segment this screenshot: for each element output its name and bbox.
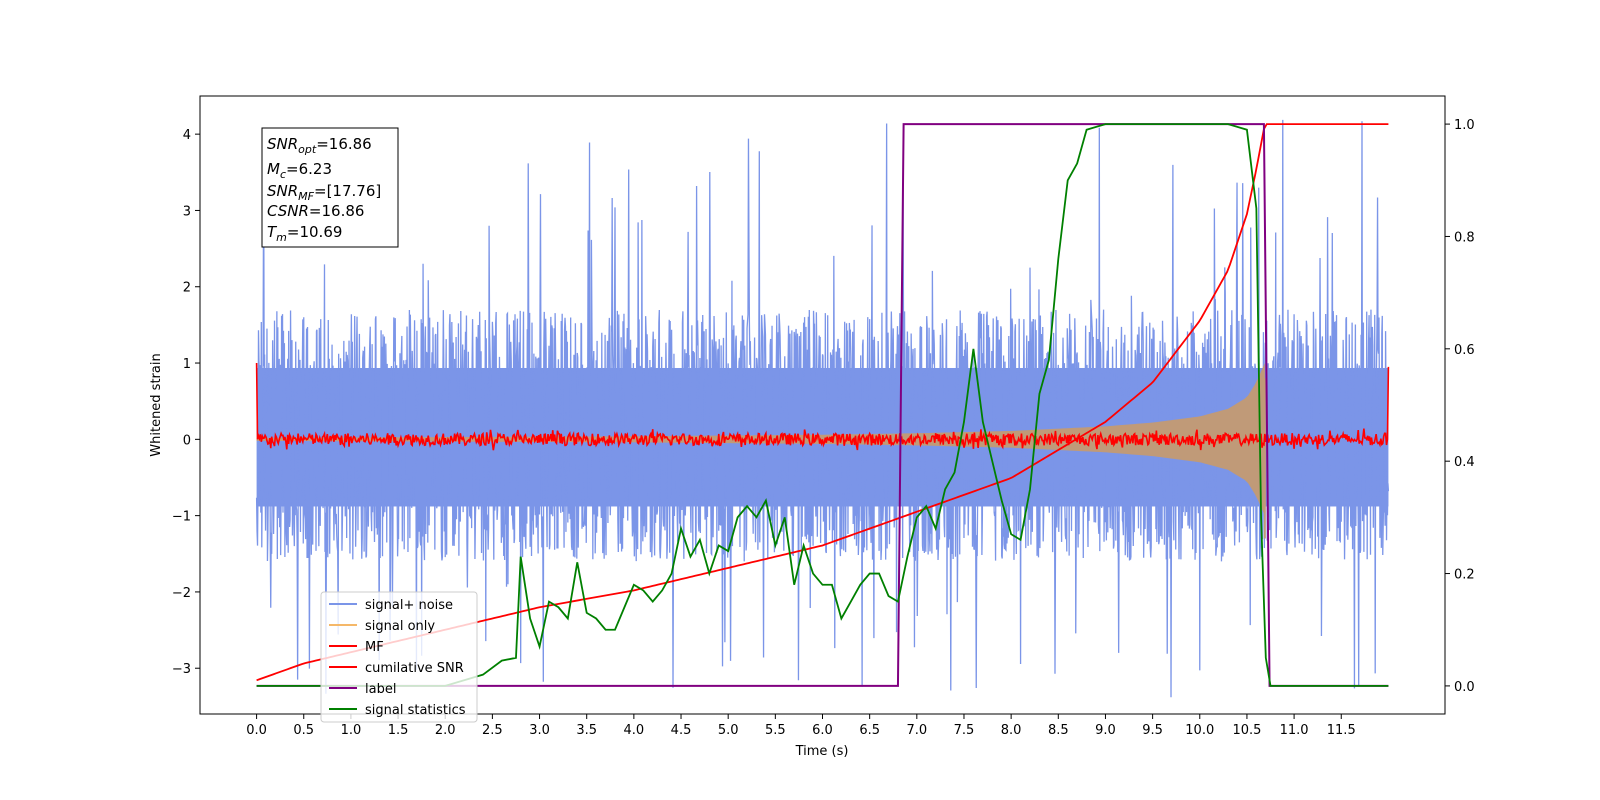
plot-area: [255, 119, 1390, 698]
y-axis-label: Whitened strain: [149, 353, 164, 456]
x-tick-label: 5.0: [718, 723, 739, 738]
x-tick-label: 8.5: [1048, 723, 1069, 738]
y-left-tick-label: −1: [172, 510, 191, 525]
y-right-tick-label: 1.0: [1454, 118, 1475, 133]
x-tick-label: 4.0: [624, 723, 645, 738]
signal-noise-line: [255, 119, 1390, 698]
x-tick-label: 2.5: [482, 723, 503, 738]
legend-label-signal-noise: signal+ noise: [365, 598, 453, 613]
y-left-tick-label: 1: [183, 357, 191, 372]
x-tick-label: 11.0: [1280, 723, 1309, 738]
signal-only-envelope: [256, 363, 1265, 516]
x-tick-label: 11.5: [1327, 723, 1356, 738]
info-box: SNRopt=16.86 Mc=6.23 SNRMF=[17.76] CSNR=…: [261, 127, 399, 248]
legend: signal+ noise signal only MF cumilative …: [320, 591, 478, 723]
info-tm: Tm=10.69: [267, 223, 342, 244]
series-mf: [255, 363, 1390, 451]
x-tick-label: 7.5: [954, 723, 975, 738]
legend-item-signal-statistics: signal statistics: [329, 703, 466, 718]
x-tick-label: 0.5: [293, 723, 314, 738]
y-right-tick-label: 0.0: [1454, 680, 1475, 695]
y-left-tick-label: 2: [183, 281, 191, 296]
x-tick-label: 2.0: [435, 723, 456, 738]
series-signal-statistics: [256, 123, 1389, 687]
y-left-tick-label: 0: [183, 433, 191, 448]
info-mc: Mc=6.23: [267, 160, 332, 181]
legend-label-label: label: [365, 682, 396, 697]
legend-item-signal-only: signal only: [329, 619, 435, 634]
x-tick-label: 9.0: [1095, 723, 1116, 738]
signal-statistics-line: [256, 123, 1389, 687]
info-snr-mf: SNRMF=[17.76]: [267, 182, 381, 203]
info-snr-opt: SNRopt=16.86: [267, 135, 372, 156]
x-tick-label: 10.0: [1185, 723, 1214, 738]
x-tick-label: 0.0: [246, 723, 267, 738]
x-tick-label: 3.5: [576, 723, 597, 738]
info-csnr: CSNR=16.86: [267, 202, 364, 220]
x-tick-label: 6.0: [812, 723, 833, 738]
legend-item-cumulative-snr: cumilative SNR: [329, 661, 464, 676]
x-tick-label: 1.5: [388, 723, 409, 738]
legend-item-label: label: [329, 682, 396, 697]
legend-label-signal-statistics: signal statistics: [365, 703, 466, 718]
x-tick-label: 6.5: [859, 723, 880, 738]
y-right-tick-label: 0.4: [1454, 455, 1475, 470]
mf-line: [255, 363, 1390, 451]
y-right-axis-ticks: 0.0 0.2 0.4 0.6 0.8 1.0: [1445, 118, 1475, 695]
x-tick-label: 9.5: [1142, 723, 1163, 738]
y-right-tick-label: 0.8: [1454, 230, 1475, 245]
legend-label-cumulative-snr: cumilative SNR: [365, 661, 464, 676]
y-left-tick-label: 3: [183, 204, 191, 219]
x-tick-label: 8.0: [1001, 723, 1022, 738]
legend-label-mf: MF: [365, 640, 384, 655]
y-left-tick-label: −3: [172, 662, 191, 677]
y-right-tick-label: 0.2: [1454, 568, 1475, 583]
x-tick-label: 1.0: [341, 723, 362, 738]
x-tick-label: 4.5: [671, 723, 692, 738]
x-tick-label: 5.5: [765, 723, 786, 738]
y-left-tick-label: 4: [183, 128, 191, 143]
series-signal-only: [256, 363, 1266, 539]
legend-item-mf: MF: [329, 640, 384, 655]
x-axis-ticks: 0.0 0.5 1.0 1.5 2.0 2.5 3.0 3.5 4.0 4.5 5.0 5.5 6.0 6…: [246, 714, 1356, 738]
y-left-tick-label: −2: [172, 586, 191, 601]
x-axis-label: Time (s): [795, 744, 849, 759]
legend-item-signal-noise: signal+ noise: [329, 598, 453, 613]
x-tick-label: 10.5: [1232, 723, 1261, 738]
legend-label-signal-only: signal only: [365, 619, 435, 634]
x-tick-label: 7.0: [906, 723, 927, 738]
y-right-tick-label: 0.6: [1454, 343, 1475, 358]
y-left-axis-ticks: −3 −2 −1 0 1 2 3 4: [172, 128, 200, 677]
x-tick-label: 3.0: [529, 723, 550, 738]
